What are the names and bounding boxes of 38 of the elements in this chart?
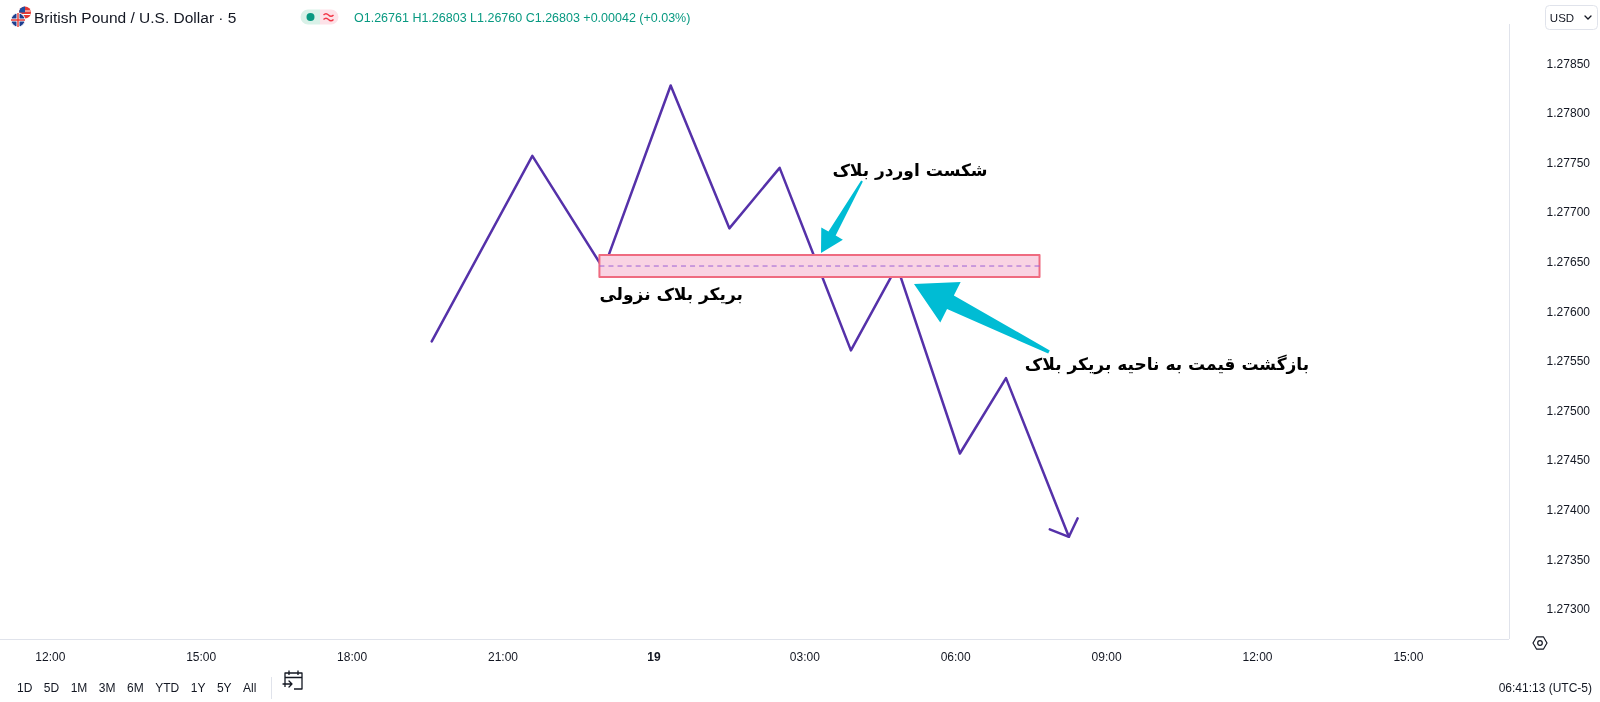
- annotation: بریکر بلاک نزولی: [599, 283, 743, 305]
- text: 5D: [43, 681, 60, 695]
- x-tick-label: 09:00: [1091, 650, 1122, 664]
- x-tick-label: 21:00: [487, 650, 519, 664]
- text: 1Y: [190, 681, 206, 695]
- y-tick-label: 1.27700: [1546, 205, 1591, 220]
- x-tick-label: 18:00: [337, 650, 368, 664]
- chart-title: British Pound / U.S. Dollar · 5: [34, 9, 237, 26]
- text: 6M: [127, 681, 144, 695]
- y-tick-label: 1.27800: [1546, 106, 1591, 121]
- text: 06:41:13 (UTC-5): [1498, 681, 1592, 695]
- y-axis-title: USD: [1549, 11, 1575, 24]
- x-tick-label: 06:00: [940, 650, 972, 664]
- text: 5Y: [216, 681, 232, 695]
- x-tick-label: 19: [647, 650, 661, 664]
- y-tick-label: 1.27550: [1546, 354, 1591, 369]
- y-tick-label: 1.27500: [1546, 403, 1591, 418]
- y-tick-label: 1.27350: [1546, 552, 1591, 567]
- text: 1D: [17, 681, 33, 695]
- x-tick-label: 15:00: [186, 650, 217, 664]
- y-tick-label: 1.27750: [1546, 155, 1591, 170]
- annotation: شکست اوردر بلاک: [832, 160, 988, 181]
- y-tick-label: 1.27650: [1546, 255, 1591, 270]
- text: All: [243, 681, 257, 695]
- y-tick-label: 1.27600: [1546, 304, 1591, 319]
- text: 1M: [70, 681, 88, 695]
- y-tick-label: 1.27300: [1546, 602, 1591, 617]
- y-tick-label: 1.27450: [1546, 453, 1591, 468]
- annotation: بازگشت قیمت به ناحیه بریکر بلاک: [1024, 354, 1310, 375]
- y-tick-label: 1.27850: [1546, 56, 1591, 71]
- chart-subtitle: O1.26761 H1.26803 L1.26760 C1.26803 +0.00042 (+0.03%): [354, 10, 691, 25]
- x-tick-label: 03:00: [789, 650, 821, 664]
- text: YTD: [155, 681, 180, 695]
- x-tick-label: 12:00: [35, 650, 66, 664]
- x-tick-label: 12:00: [1242, 650, 1273, 664]
- y-tick-label: 1.27400: [1546, 503, 1591, 518]
- x-tick-label: 15:00: [1393, 650, 1424, 664]
- text: 3M: [98, 681, 116, 695]
